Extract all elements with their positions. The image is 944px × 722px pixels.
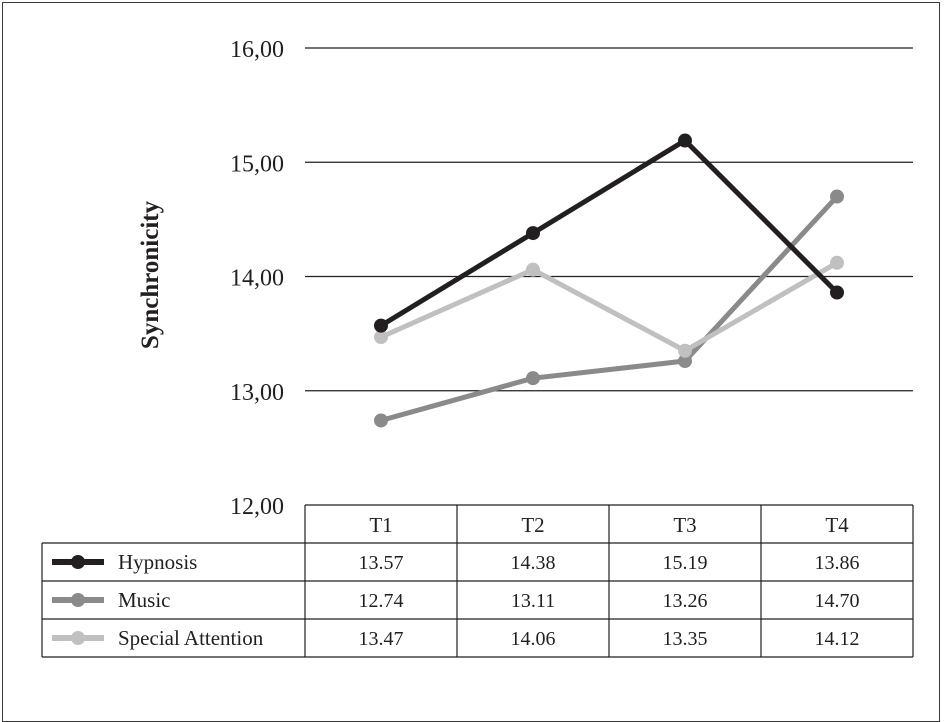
y-axis-ticks: 16,00 15,00 14,00 13,00 12,00 <box>230 37 284 520</box>
x-category-label: T3 <box>673 513 696 537</box>
data-point <box>374 330 388 345</box>
y-tick-label: 12,00 <box>230 494 284 520</box>
data-point <box>678 133 692 148</box>
table-cell-value: 15.19 <box>663 552 708 574</box>
table-cell-value: 14.06 <box>511 628 556 650</box>
table-cell-value: 14.12 <box>815 628 860 650</box>
table-cell-value: 13.47 <box>359 628 404 650</box>
data-table: T1 T2 T3 T4 Hypnosis 13.57 14.38 15.19 13.86 Musi… <box>41 504 914 658</box>
data-point <box>374 413 388 428</box>
y-tick-label: 13,00 <box>230 380 284 406</box>
legend-key-marker <box>71 593 85 607</box>
data-point <box>830 285 844 300</box>
legend-key-marker <box>71 555 85 569</box>
data-point <box>678 343 692 358</box>
legend-series-name: Special Attention <box>118 626 264 650</box>
series-line <box>380 194 839 423</box>
data-point <box>830 189 844 204</box>
table-cell-value: 13.11 <box>511 590 555 612</box>
data-point <box>830 255 844 270</box>
y-tick-label: 15,00 <box>230 151 284 177</box>
data-point <box>526 371 540 386</box>
series-line <box>379 260 839 354</box>
legend-key-marker <box>71 631 85 645</box>
legend-series-name: Music <box>118 588 171 612</box>
table-cell-value: 13.35 <box>663 628 708 650</box>
table-cell-value: 12.74 <box>359 590 404 612</box>
y-tick-label: 14,00 <box>230 266 284 292</box>
table-cell-value: 14.38 <box>511 552 556 574</box>
data-point <box>374 318 388 333</box>
data-point <box>526 226 540 241</box>
legend-series-name: Hypnosis <box>118 550 197 574</box>
series-line <box>379 138 839 328</box>
gridlines <box>305 47 913 392</box>
y-axis-label: Synchronicity <box>137 200 164 349</box>
table-cell-value: 14.70 <box>815 590 860 612</box>
x-category-label: T2 <box>521 513 544 537</box>
series-points <box>374 133 844 428</box>
x-category-label: T1 <box>369 513 392 537</box>
table-cell-value: 13.57 <box>359 552 404 574</box>
table-cell-value: 13.26 <box>663 590 708 612</box>
data-point <box>678 354 692 369</box>
y-tick-label: 16,00 <box>230 37 284 63</box>
series-lines <box>379 138 839 423</box>
table-cell-value: 13.86 <box>815 552 860 574</box>
data-point <box>526 262 540 277</box>
x-category-label: T4 <box>825 513 849 537</box>
